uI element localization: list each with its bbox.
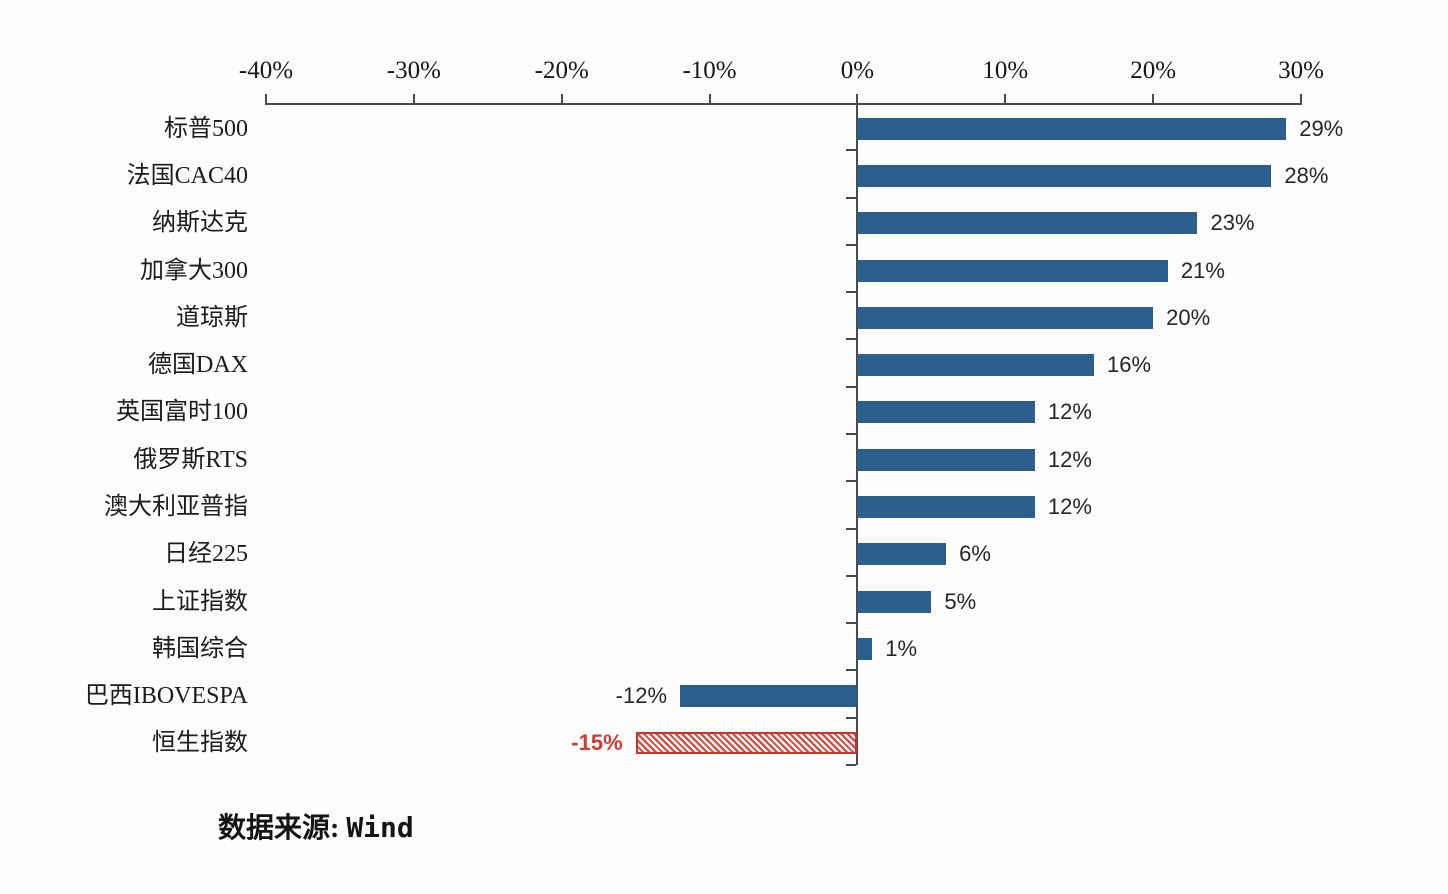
x-tick [412, 94, 415, 103]
value-label: 1% [885, 635, 917, 661]
bar [857, 117, 1287, 140]
y-tick [846, 574, 857, 577]
x-tick-label: 30% [1278, 57, 1324, 84]
x-tick [560, 94, 563, 103]
y-tick [846, 622, 857, 625]
category-label: 纳斯达克 [152, 210, 248, 237]
value-label: 28% [1284, 162, 1329, 188]
y-tick [846, 527, 857, 530]
bar [857, 401, 1035, 424]
y-tick [846, 196, 857, 199]
bar [857, 543, 947, 566]
x-tick-label: -40% [238, 57, 294, 84]
y-tick [846, 716, 857, 719]
value-label: 12% [1047, 446, 1092, 472]
x-tick-label: -30% [386, 57, 441, 84]
x-tick [1004, 94, 1007, 103]
y-tick [846, 385, 857, 388]
bar [857, 164, 1272, 187]
bar [857, 354, 1094, 377]
data-source-name: Wind [346, 811, 414, 844]
x-axis-line [265, 103, 1302, 105]
y-tick [846, 433, 857, 435]
y-tick [846, 338, 857, 341]
category-label: 俄罗斯RTS [133, 446, 248, 473]
bar [857, 590, 932, 613]
zero-axis-line [856, 94, 859, 765]
bar [857, 259, 1168, 282]
bar [857, 306, 1154, 329]
y-tick [846, 243, 857, 246]
category-label: 德国DAX [148, 352, 248, 379]
value-label: 12% [1047, 493, 1092, 519]
value-label: 12% [1047, 399, 1092, 425]
x-tick [1152, 94, 1155, 103]
bar [857, 637, 873, 660]
value-label: 20% [1166, 304, 1211, 330]
category-label: 英国富时100 [116, 399, 248, 426]
category-label: 巴西IBOVESPA [84, 683, 248, 710]
y-tick [846, 291, 857, 294]
y-tick [846, 669, 857, 672]
x-tick [265, 94, 267, 103]
value-label: 5% [944, 588, 977, 614]
category-label: 澳大利亚普指 [104, 493, 248, 520]
value-label: 29% [1299, 115, 1344, 141]
y-tick [846, 480, 857, 483]
bar-highlight [635, 732, 858, 755]
category-label: 法国CAC40 [126, 162, 248, 189]
y-tick [846, 764, 857, 766]
data-source-label: 数据来源: Wind [218, 806, 414, 846]
category-label: 韩国综合 [152, 635, 248, 662]
x-tick-label: 10% [982, 57, 1029, 84]
bar [680, 685, 858, 708]
value-label: -12% [615, 683, 667, 709]
data-source-prefix: 数据来源: [218, 813, 347, 844]
value-label: 23% [1210, 210, 1255, 236]
category-label: 道琼斯 [176, 304, 248, 331]
x-tick-label: 20% [1130, 57, 1177, 84]
value-label: 6% [959, 541, 991, 567]
x-tick-label: 0% [840, 57, 875, 84]
bar [857, 448, 1035, 471]
category-label: 标普500 [164, 115, 248, 142]
bar [857, 495, 1035, 518]
y-tick [846, 149, 857, 152]
value-label: 21% [1180, 257, 1225, 283]
value-label: -15% [571, 730, 623, 756]
category-label: 上证指数 [152, 588, 248, 615]
category-label: 恒生指数 [152, 730, 248, 757]
x-tick [708, 94, 711, 103]
value-label: 16% [1107, 352, 1152, 378]
bar [857, 212, 1198, 235]
x-tick-label: -10% [682, 57, 737, 84]
x-tick [1300, 94, 1302, 103]
x-tick-label: -20% [534, 57, 589, 84]
category-label: 日经225 [164, 541, 248, 568]
category-label: 加拿大300 [140, 257, 248, 284]
